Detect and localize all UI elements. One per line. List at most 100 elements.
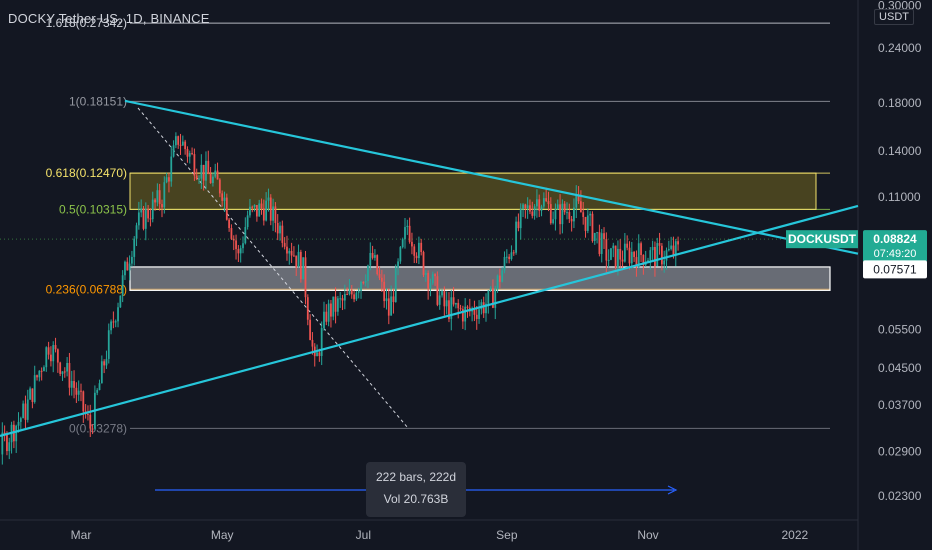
time-tick-label: Mar <box>71 528 92 542</box>
symbol-badge <box>786 230 858 249</box>
resistance-zone[interactable] <box>129 172 817 210</box>
candle-body <box>591 213 594 241</box>
candle-body <box>441 291 443 296</box>
candle-body <box>177 136 180 145</box>
candle-body <box>651 246 654 251</box>
candle-body <box>272 206 274 221</box>
candle-body <box>617 248 619 268</box>
candle-body <box>98 383 101 391</box>
candle-body <box>531 211 534 216</box>
candle-body <box>411 241 413 247</box>
candle-body <box>22 403 25 419</box>
candle-body <box>6 434 8 452</box>
candle-body <box>452 297 455 305</box>
candle-body <box>559 204 561 225</box>
measure-bars: 222 bars, 222d <box>375 470 457 484</box>
candle-body <box>320 328 323 356</box>
candle-body <box>330 303 332 317</box>
candle-body <box>52 345 55 362</box>
candle-body <box>142 208 145 229</box>
candle-body <box>466 306 469 308</box>
candle-body <box>198 178 200 180</box>
trendline-descending[interactable] <box>124 99 859 255</box>
candle-body <box>667 248 670 251</box>
candle-body <box>276 222 279 234</box>
candle-body <box>302 257 305 280</box>
candle-body <box>357 290 360 293</box>
candle-body <box>612 245 615 249</box>
candle-body <box>408 225 411 242</box>
candle-body <box>249 206 251 216</box>
candle-body <box>378 274 381 278</box>
candle-body <box>56 349 59 363</box>
time-tick-label: Nov <box>637 528 658 542</box>
candle-body <box>385 298 388 302</box>
price-tick-label: 0.04500 <box>878 361 922 375</box>
candle-body <box>584 216 587 231</box>
candle-body <box>262 208 265 221</box>
candle-body <box>522 204 524 209</box>
candle-body <box>397 261 399 268</box>
candle-body <box>670 245 673 249</box>
candle-body <box>96 390 99 393</box>
candle-body <box>508 256 511 260</box>
candle-body <box>492 288 494 308</box>
candle-body <box>26 399 29 420</box>
candle-body <box>579 201 582 213</box>
candle-body <box>232 238 235 241</box>
candle-body <box>63 371 66 373</box>
candle-body <box>186 149 189 157</box>
candle-body <box>170 156 173 182</box>
candle-body <box>364 280 367 283</box>
candle-body <box>461 309 464 322</box>
candle-body <box>103 361 106 366</box>
candle-body <box>17 421 20 426</box>
candle-body <box>473 308 476 315</box>
candle-body <box>253 205 256 207</box>
candle-body <box>422 252 425 275</box>
candle-body <box>603 233 605 240</box>
candle-body <box>498 275 501 282</box>
candle-body <box>235 240 237 250</box>
trendline-ascending[interactable] <box>0 204 859 437</box>
candle-body <box>244 226 247 244</box>
candle-body <box>503 256 506 271</box>
candle-body <box>230 228 233 239</box>
level-badge <box>863 260 927 279</box>
fib-level-label: 1.618(0.27342) <box>46 16 127 30</box>
candle-body <box>205 160 207 181</box>
candle-body <box>29 388 31 400</box>
candle-body <box>179 144 182 146</box>
candle-body <box>77 390 80 395</box>
candle-body <box>311 339 314 347</box>
candle-body <box>566 212 568 214</box>
candle-body <box>334 296 337 312</box>
candle-body <box>360 282 362 291</box>
price-tick-label: 0.03700 <box>878 398 922 412</box>
time-tick-label: Jul <box>356 528 371 542</box>
candle-body <box>223 197 226 201</box>
candle-body <box>623 243 626 262</box>
candle-body <box>677 241 679 245</box>
countdown-label: 07:49:20 <box>874 248 917 260</box>
support-zone[interactable] <box>129 266 831 291</box>
candle-body <box>70 381 73 388</box>
candle-body <box>318 352 321 356</box>
candle-body <box>392 296 395 303</box>
candle-body <box>82 391 85 412</box>
candle-body <box>181 141 184 146</box>
currency-label[interactable]: USDT <box>874 9 914 25</box>
candle-body <box>371 252 374 258</box>
candle-body <box>424 272 427 275</box>
candle-body <box>374 255 376 258</box>
candle-body <box>161 204 163 208</box>
candle-body <box>656 243 659 267</box>
candle-body <box>327 303 330 322</box>
candle-body <box>478 309 480 319</box>
candle-body <box>582 212 585 217</box>
candle-body <box>290 250 293 256</box>
fib-level-label: 0.5(0.10315) <box>59 202 127 216</box>
price-tick-label: 0.02300 <box>878 489 922 503</box>
candle-body <box>54 345 57 350</box>
